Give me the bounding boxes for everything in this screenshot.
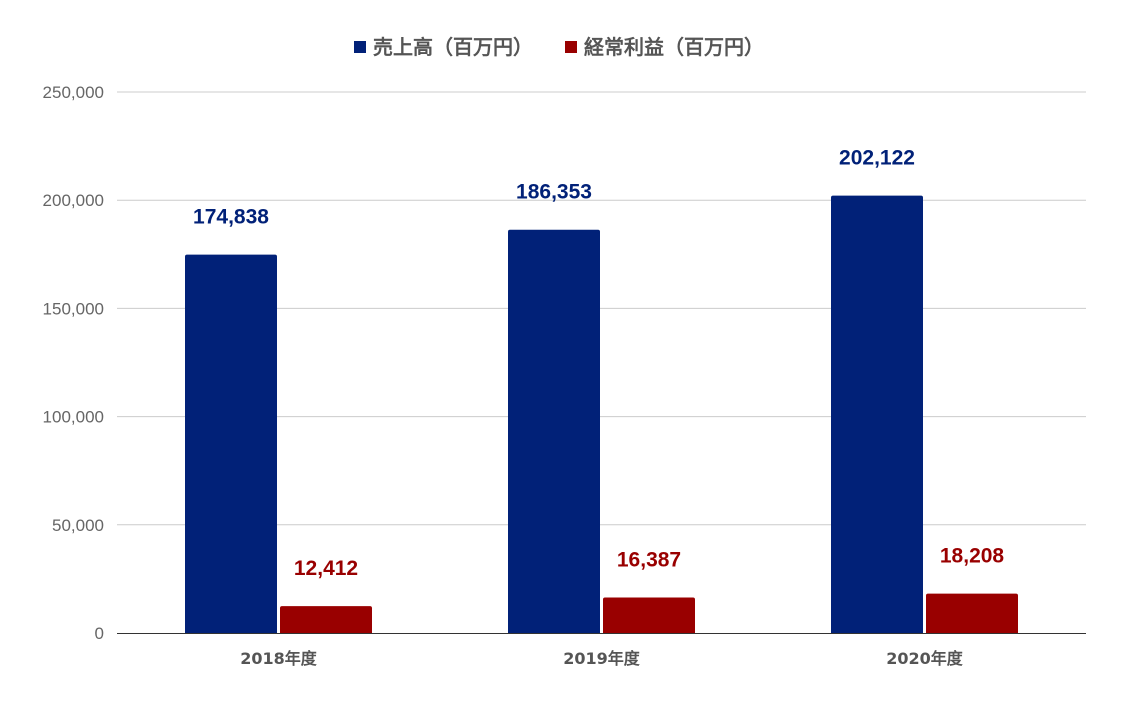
data-label-series2-2: 16,387 bbox=[617, 549, 681, 572]
data-label-series1-1: 174,838 bbox=[193, 206, 269, 229]
bar-series1-3 bbox=[831, 195, 923, 634]
y-tick-label: 200,000 bbox=[43, 191, 104, 210]
x-tick-label: 2019年度 bbox=[563, 649, 641, 668]
legend-swatch-1 bbox=[354, 41, 366, 53]
legend-label-2: 経常利益（百万円） bbox=[584, 35, 764, 59]
y-tick-label: 50,000 bbox=[52, 516, 104, 535]
data-label-series2-1: 12,412 bbox=[294, 557, 358, 580]
legend-label-1: 売上高（百万円） bbox=[373, 35, 533, 59]
data-label-series1-2: 186,353 bbox=[516, 181, 592, 204]
y-tick-label: 100,000 bbox=[43, 408, 104, 427]
x-axis: 2018年度 2019年度 2020年度 bbox=[117, 633, 1086, 668]
bar-series2-2 bbox=[603, 597, 695, 633]
legend: 売上高（百万円） 経常利益（百万円） bbox=[354, 35, 764, 59]
bars bbox=[185, 195, 1018, 634]
y-tick-label: 0 bbox=[95, 624, 104, 643]
x-tick-label: 2020年度 bbox=[886, 649, 964, 668]
bar-series2-3 bbox=[926, 593, 1018, 633]
y-tick-label: 250,000 bbox=[43, 83, 104, 102]
data-label-series1-3: 202,122 bbox=[839, 147, 915, 170]
y-axis-ticks: 0 50,000 100,000 150,000 200,000 250,000 bbox=[43, 83, 104, 643]
bar-series1-1 bbox=[185, 254, 277, 633]
bar-series2-1 bbox=[280, 606, 372, 633]
legend-swatch-2 bbox=[565, 41, 577, 53]
grid-lines bbox=[117, 91, 1086, 526]
data-labels: 174,838 12,412 186,353 16,387 202,122 18,208 bbox=[193, 147, 1004, 581]
bar-series1-2 bbox=[508, 229, 600, 633]
y-tick-label: 150,000 bbox=[43, 299, 104, 318]
x-tick-label: 2018年度 bbox=[240, 649, 318, 668]
data-label-series2-3: 18,208 bbox=[940, 545, 1005, 568]
